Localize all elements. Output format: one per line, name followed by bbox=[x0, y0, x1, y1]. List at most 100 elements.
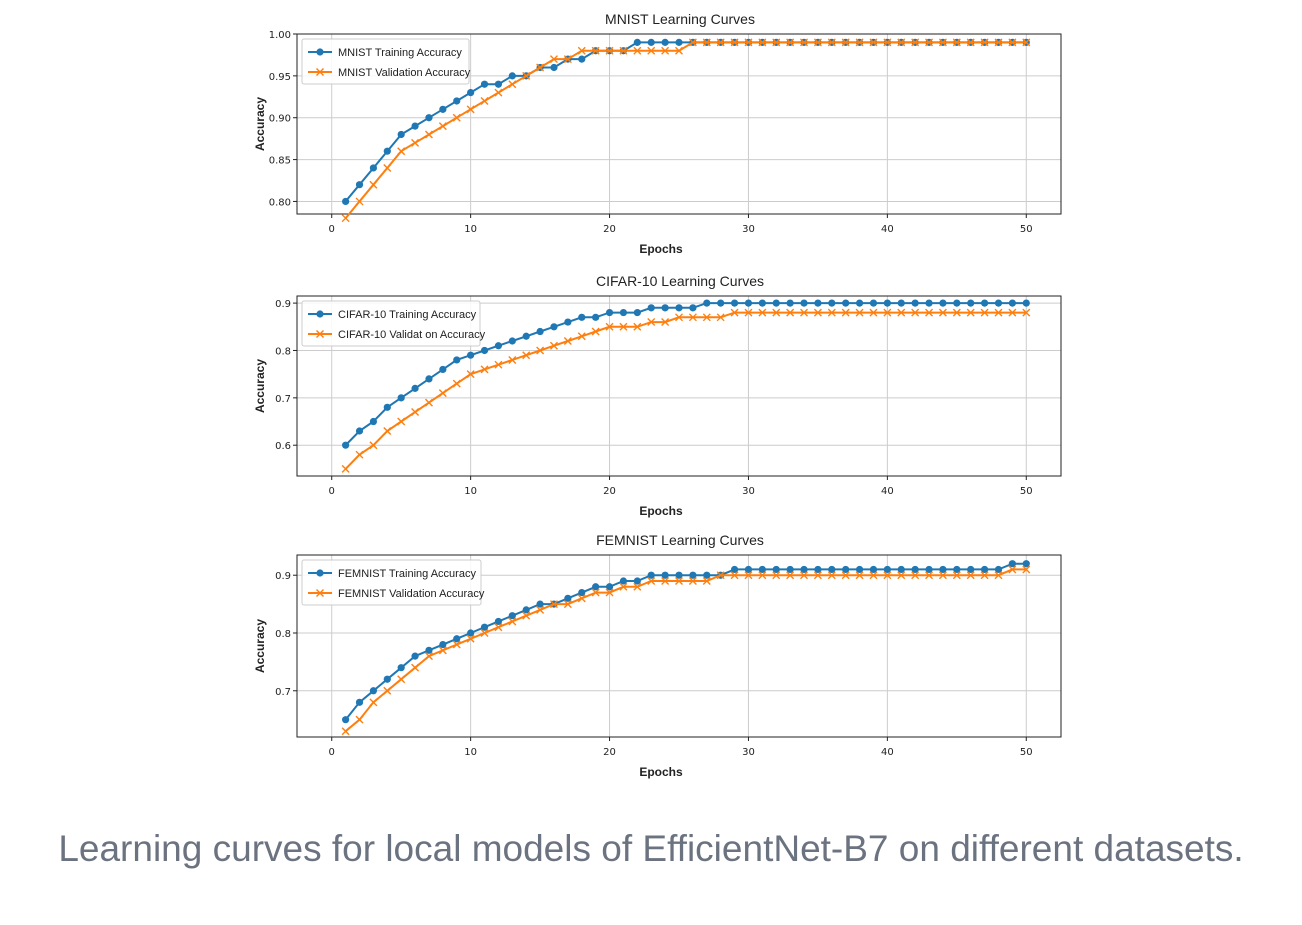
data-point bbox=[869, 571, 878, 580]
data-point bbox=[397, 675, 406, 684]
data-point-stroke bbox=[730, 571, 739, 580]
data-point-stroke bbox=[911, 571, 920, 580]
data-point-stroke bbox=[466, 634, 475, 643]
x-tick-label: 30 bbox=[742, 486, 755, 497]
data-point-stroke bbox=[605, 588, 614, 597]
data-point-stroke bbox=[438, 389, 447, 398]
data-point bbox=[411, 122, 419, 130]
data-point-stroke bbox=[883, 38, 892, 47]
data-point bbox=[883, 308, 892, 317]
data-point bbox=[383, 675, 391, 683]
data-point bbox=[633, 308, 641, 317]
data-point bbox=[842, 565, 850, 574]
legend-marker bbox=[316, 330, 324, 338]
data-point bbox=[494, 623, 503, 632]
data-point-stroke bbox=[494, 623, 503, 632]
data-point bbox=[980, 308, 989, 317]
data-point bbox=[452, 113, 461, 122]
data-point bbox=[369, 417, 377, 426]
data-point bbox=[688, 313, 697, 322]
data-point bbox=[438, 646, 447, 655]
data-point bbox=[605, 588, 614, 597]
x-tick-label: 0 bbox=[329, 486, 335, 497]
data-point bbox=[439, 365, 447, 374]
data-point bbox=[897, 565, 905, 574]
x-tick-label: 10 bbox=[464, 486, 477, 497]
data-point-stroke bbox=[355, 450, 364, 459]
data-point bbox=[1008, 38, 1017, 47]
data-point-stroke bbox=[563, 600, 572, 609]
data-point bbox=[1022, 38, 1031, 47]
data-point bbox=[772, 38, 781, 47]
data-point bbox=[952, 38, 961, 47]
data-point bbox=[480, 365, 489, 374]
data-point bbox=[397, 147, 406, 156]
data-point bbox=[758, 571, 767, 580]
legend-box bbox=[301, 300, 481, 347]
data-point bbox=[494, 80, 503, 88]
data-point bbox=[633, 577, 641, 585]
data-point-stroke bbox=[758, 571, 767, 580]
data-point-stroke bbox=[480, 96, 489, 105]
data-point bbox=[439, 105, 447, 113]
data-point bbox=[424, 398, 433, 407]
data-point bbox=[397, 417, 406, 426]
data-point bbox=[508, 80, 517, 89]
data-point-stroke bbox=[800, 308, 809, 317]
data-point bbox=[536, 63, 545, 72]
data-point bbox=[772, 299, 780, 307]
chart-title: CIFAR-10 Learning Curves bbox=[596, 273, 764, 289]
data-point bbox=[786, 308, 795, 317]
data-point bbox=[661, 571, 669, 579]
data-point-stroke bbox=[744, 571, 753, 580]
data-point bbox=[369, 180, 378, 189]
data-point-stroke bbox=[1008, 565, 1017, 574]
data-point bbox=[800, 571, 809, 580]
data-point bbox=[341, 214, 350, 223]
data-point-stroke bbox=[619, 322, 628, 331]
legend-marker-stroke bbox=[316, 589, 324, 597]
data-point-stroke bbox=[563, 337, 572, 345]
data-point bbox=[453, 97, 461, 105]
data-point-stroke bbox=[411, 138, 420, 147]
data-point bbox=[730, 38, 739, 47]
data-point bbox=[397, 664, 405, 672]
data-point bbox=[897, 38, 906, 47]
legend-label: FEMNIST Validation Accuracy bbox=[338, 588, 485, 600]
data-point-stroke bbox=[355, 197, 364, 206]
data-point bbox=[536, 600, 544, 608]
data-point bbox=[522, 351, 531, 360]
data-point bbox=[411, 384, 419, 392]
data-point-stroke bbox=[494, 88, 503, 97]
data-point-stroke bbox=[925, 571, 934, 580]
data-point bbox=[855, 571, 864, 580]
data-point-stroke bbox=[508, 617, 517, 626]
data-point bbox=[953, 299, 961, 307]
data-point bbox=[744, 571, 753, 580]
data-point bbox=[855, 38, 864, 47]
data-point bbox=[605, 308, 614, 317]
data-point bbox=[675, 313, 683, 322]
x-tick-label: 30 bbox=[742, 224, 755, 235]
data-point bbox=[841, 571, 850, 580]
data-point bbox=[355, 181, 364, 189]
y-tick-label: 0.95 bbox=[269, 72, 291, 83]
data-point bbox=[1008, 308, 1017, 317]
data-point bbox=[425, 114, 433, 122]
data-point-stroke bbox=[633, 582, 642, 591]
data-point bbox=[508, 337, 516, 345]
data-point bbox=[938, 308, 947, 317]
data-point bbox=[828, 565, 836, 574]
data-point bbox=[578, 55, 586, 63]
y-tick-label: 0.9 bbox=[275, 571, 291, 582]
data-point-stroke bbox=[897, 38, 906, 47]
data-point bbox=[591, 327, 600, 336]
data-point bbox=[994, 308, 1003, 317]
data-point bbox=[758, 565, 766, 574]
data-point-stroke bbox=[508, 355, 517, 364]
data-point bbox=[925, 565, 933, 574]
data-point-stroke bbox=[341, 464, 350, 473]
data-point-stroke bbox=[424, 652, 433, 661]
data-point bbox=[577, 46, 586, 55]
data-point-stroke bbox=[827, 571, 836, 580]
